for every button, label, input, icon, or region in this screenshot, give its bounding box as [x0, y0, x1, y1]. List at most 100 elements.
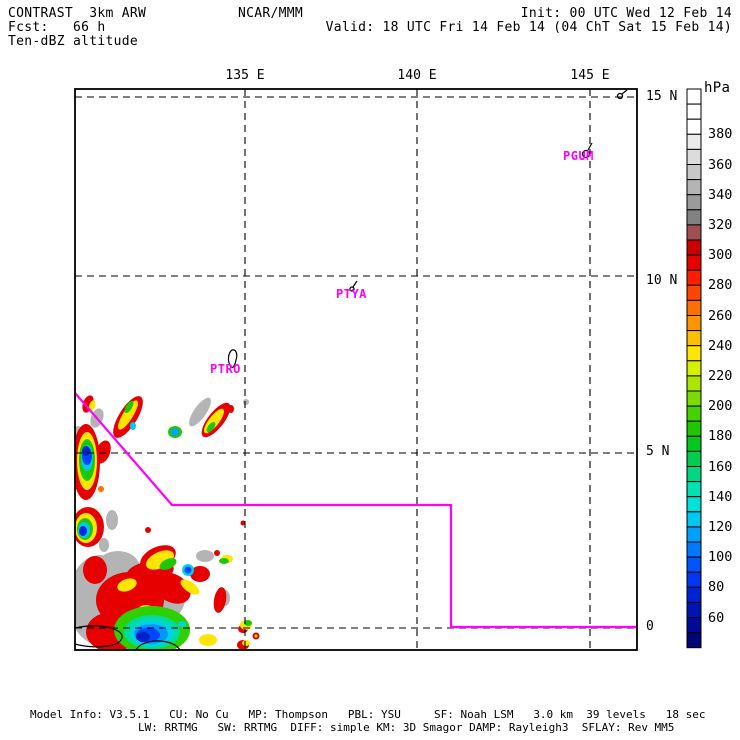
- colorbar-tick-label: 180: [708, 428, 733, 445]
- colorbar: [686, 88, 702, 649]
- colorbar-tick-label: 80: [708, 579, 725, 596]
- x-tick-label: 135 E: [225, 68, 265, 83]
- colorbar-cell: [686, 526, 702, 543]
- y-tick-label: 10 N: [646, 273, 678, 288]
- valid-time: Valid: 18 UTC Fri 14 Feb 14 (04 ChT Sat …: [325, 20, 732, 35]
- y-tick-label: 5 N: [646, 444, 670, 459]
- field-name: Ten-dBZ altitude: [8, 34, 139, 49]
- colorbar-cell: [686, 148, 702, 165]
- station-label-ptya: PTYA: [336, 287, 367, 301]
- station-circle-pgum: [581, 149, 591, 159]
- radar-echo-blob: [117, 578, 137, 592]
- station-dot-ptya: [349, 286, 355, 292]
- colorbar-cell: [686, 315, 702, 332]
- map-frame: [74, 88, 638, 651]
- colorbar-tick-label: 240: [708, 337, 733, 354]
- radar-echo-blob: [254, 634, 258, 638]
- forecast-hour: Fcst: 66 h: [8, 20, 106, 35]
- colorbar-cell: [686, 345, 702, 362]
- radar-echo-blob: [145, 527, 151, 533]
- colorbar-cell: [686, 556, 702, 573]
- radar-echo-blob: [136, 632, 150, 642]
- radar-echo-blob: [130, 422, 136, 430]
- colorbar-cell: [686, 360, 702, 377]
- radar-echo-blob: [79, 526, 87, 536]
- radar-echo-blob: [190, 566, 210, 582]
- station-label-ptro: PTRO: [210, 362, 241, 376]
- colorbar-units-label: hPa: [704, 80, 731, 96]
- colorbar-cell: [686, 541, 702, 558]
- model-info-line2: LW: RRTMG SW: RRTMG DIFF: simple KM: 3D …: [138, 721, 675, 734]
- radar-echo-blob: [83, 556, 107, 584]
- model-title: CONTRAST 3km ARW: [8, 6, 147, 21]
- radar-echo-blob: [228, 405, 234, 413]
- island-outline-west: [75, 625, 123, 648]
- radar-echo-blob: [240, 520, 246, 526]
- colorbar-tick-label: 380: [708, 126, 733, 143]
- colorbar-cell: [686, 571, 702, 588]
- colorbar-cell: [686, 224, 702, 241]
- colorbar-cell: [686, 118, 702, 135]
- colorbar-cell: [686, 435, 702, 452]
- colorbar-cell: [686, 450, 702, 467]
- colorbar-cell: [686, 179, 702, 196]
- radar-echo-blob: [199, 634, 217, 646]
- colorbar-cell: [686, 511, 702, 528]
- radar-echo-blob: [206, 421, 216, 433]
- radar-echo-blob: [178, 621, 186, 627]
- radar-echo-blob: [202, 404, 208, 410]
- radar-echo-blob: [95, 440, 111, 464]
- radar-echo-blob: [213, 587, 227, 613]
- colorbar-cell: [686, 586, 702, 603]
- colorbar-tick-label: 200: [708, 398, 733, 415]
- radar-echo-blob: [196, 550, 214, 562]
- radar-echo-blob: [242, 640, 250, 646]
- colorbar-tick-label: 340: [708, 186, 733, 203]
- colorbar-cell: [686, 481, 702, 498]
- colorbar-tick-label: 280: [708, 277, 733, 294]
- buoy-marker-15n-tail: [621, 89, 628, 95]
- colorbar-cell: [686, 133, 702, 150]
- radar-echo-blob: [118, 400, 138, 430]
- radar-echo-blob: [180, 579, 200, 595]
- radar-echo-blob: [88, 400, 96, 412]
- colorbar-cell: [686, 299, 702, 316]
- colorbar-cell: [686, 194, 702, 211]
- colorbar-cell: [686, 496, 702, 513]
- radar-echo-blob: [98, 486, 104, 492]
- colorbar-cell: [686, 405, 702, 422]
- radar-echo-blob: [82, 446, 90, 456]
- radar-echo-blob: [124, 400, 134, 414]
- colorbar-cell: [686, 254, 702, 271]
- radar-echo-blob: [214, 550, 220, 556]
- radar-echo-blob: [244, 620, 252, 626]
- colorbar-cell: [686, 269, 702, 286]
- colorbar-cell: [686, 466, 702, 483]
- colorbar-cell: [686, 330, 702, 347]
- colorbar-cell: [686, 209, 702, 226]
- model-domain-boundary: [75, 392, 637, 629]
- radar-echo-blob: [243, 399, 249, 405]
- colorbar-tick-label: 60: [708, 609, 725, 626]
- colorbar-cell: [686, 617, 702, 634]
- station-circle-pgum-tail: [587, 142, 593, 151]
- colorbar-cell: [686, 420, 702, 437]
- colorbar-cell: [686, 632, 702, 649]
- colorbar-tick-label: 220: [708, 367, 733, 384]
- island-outline-ellipse: [135, 640, 181, 650]
- init-time: Init: 00 UTC Wed 12 Feb 14: [520, 6, 732, 21]
- radar-echo-blob: [139, 580, 161, 594]
- colorbar-cell: [686, 164, 702, 181]
- colorbar-cell: [686, 103, 702, 120]
- buoy-marker-15n: [616, 92, 624, 100]
- colorbar-tick-label: 120: [708, 518, 733, 535]
- station-markers: [349, 89, 628, 292]
- radar-echo-blob: [99, 538, 109, 552]
- coastlines: [75, 349, 238, 650]
- radar-echo-blob: [159, 558, 177, 570]
- colorbar-cell: [686, 375, 702, 392]
- radar-echo-blob: [106, 510, 118, 530]
- colorbar-cell: [686, 239, 702, 256]
- colorbar-tick-label: 140: [708, 488, 733, 505]
- colorbar-tick-label: 320: [708, 216, 733, 233]
